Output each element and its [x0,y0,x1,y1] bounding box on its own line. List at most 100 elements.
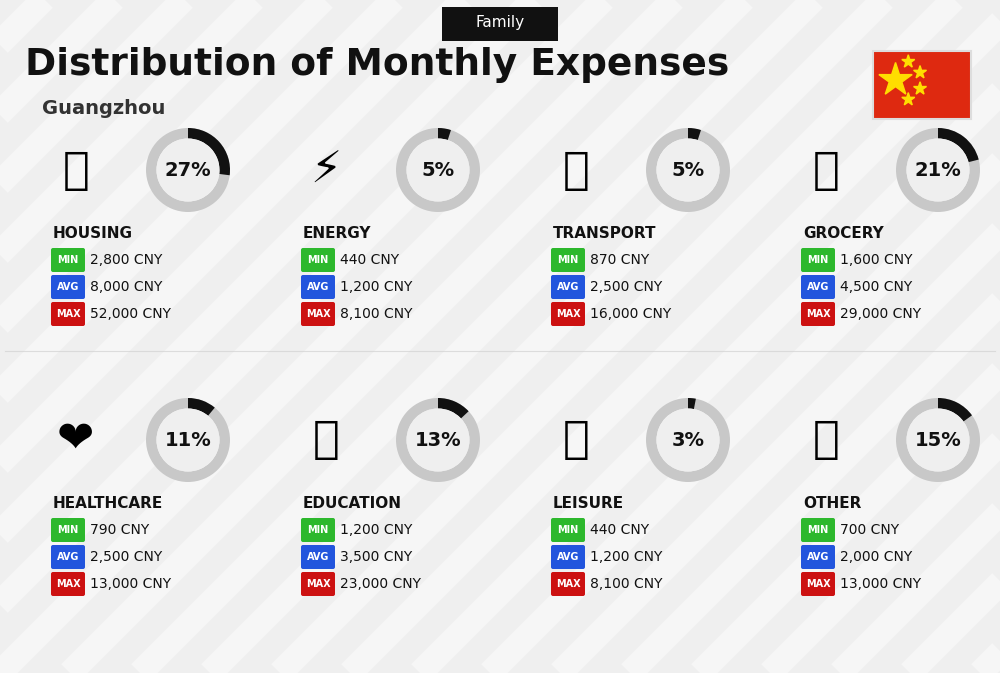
Polygon shape [902,55,915,67]
Wedge shape [438,398,469,419]
Text: 13%: 13% [415,431,461,450]
Wedge shape [646,128,730,212]
FancyBboxPatch shape [801,248,835,272]
Text: 2,800 CNY: 2,800 CNY [90,253,162,267]
Wedge shape [188,398,215,416]
FancyBboxPatch shape [551,572,585,596]
Text: 23,000 CNY: 23,000 CNY [340,577,421,591]
Text: 3,500 CNY: 3,500 CNY [340,550,412,564]
Text: AVG: AVG [807,552,829,562]
Text: EDUCATION: EDUCATION [303,496,402,511]
Text: 440 CNY: 440 CNY [590,523,649,537]
Text: HOUSING: HOUSING [53,226,133,241]
Wedge shape [896,398,980,482]
Text: MIN: MIN [807,255,829,265]
Text: 1,200 CNY: 1,200 CNY [340,523,412,537]
Text: MAX: MAX [56,309,80,319]
Text: 870 CNY: 870 CNY [590,253,649,267]
Text: 790 CNY: 790 CNY [90,523,149,537]
Text: Distribution of Monthly Expenses: Distribution of Monthly Expenses [25,47,729,83]
Circle shape [156,139,220,201]
Text: 🚌: 🚌 [563,149,589,192]
FancyBboxPatch shape [801,545,835,569]
Wedge shape [688,398,696,409]
FancyBboxPatch shape [51,545,85,569]
FancyBboxPatch shape [551,545,585,569]
Text: 13,000 CNY: 13,000 CNY [90,577,171,591]
Text: 1,200 CNY: 1,200 CNY [340,280,412,294]
Text: MAX: MAX [806,579,830,589]
Wedge shape [438,128,451,140]
Text: MIN: MIN [57,255,79,265]
Text: OTHER: OTHER [803,496,861,511]
FancyBboxPatch shape [301,545,335,569]
FancyBboxPatch shape [801,302,835,326]
FancyBboxPatch shape [51,248,85,272]
Text: 11%: 11% [165,431,211,450]
Text: MIN: MIN [807,525,829,535]
Text: ❤️: ❤️ [57,419,95,462]
FancyBboxPatch shape [442,7,558,41]
Circle shape [406,139,470,201]
Circle shape [656,409,720,472]
Text: 2,000 CNY: 2,000 CNY [840,550,912,564]
Text: TRANSPORT: TRANSPORT [553,226,656,241]
Text: 3%: 3% [672,431,704,450]
Wedge shape [396,128,480,212]
Text: AVG: AVG [557,282,579,292]
Text: MIN: MIN [307,255,329,265]
Text: MIN: MIN [307,525,329,535]
FancyBboxPatch shape [51,275,85,299]
Text: 700 CNY: 700 CNY [840,523,899,537]
Text: MAX: MAX [306,579,330,589]
Wedge shape [646,398,730,482]
Text: LEISURE: LEISURE [553,496,624,511]
Wedge shape [396,398,480,482]
Text: 🛍️: 🛍️ [563,419,589,462]
FancyBboxPatch shape [301,248,335,272]
Text: MAX: MAX [556,579,580,589]
Text: AVG: AVG [57,282,79,292]
Circle shape [906,409,970,472]
Text: MIN: MIN [557,525,579,535]
FancyBboxPatch shape [801,518,835,542]
Polygon shape [914,65,927,78]
Text: 52,000 CNY: 52,000 CNY [90,307,171,321]
Text: 15%: 15% [915,431,961,450]
Text: ⚡: ⚡ [310,149,342,192]
Circle shape [406,409,470,472]
FancyBboxPatch shape [301,302,335,326]
Text: AVG: AVG [307,282,329,292]
Text: AVG: AVG [557,552,579,562]
Wedge shape [938,398,972,421]
Text: 5%: 5% [671,160,705,180]
Text: 2,500 CNY: 2,500 CNY [590,280,662,294]
Text: 8,100 CNY: 8,100 CNY [590,577,662,591]
Text: Family: Family [475,15,525,30]
Text: 440 CNY: 440 CNY [340,253,399,267]
Text: 8,100 CNY: 8,100 CNY [340,307,412,321]
Text: MIN: MIN [57,525,79,535]
Text: 5%: 5% [421,160,455,180]
Text: 8,000 CNY: 8,000 CNY [90,280,162,294]
Wedge shape [146,398,230,482]
FancyBboxPatch shape [873,51,971,119]
FancyBboxPatch shape [301,572,335,596]
Text: 🏢: 🏢 [63,149,89,192]
Text: MAX: MAX [806,309,830,319]
Text: MAX: MAX [556,309,580,319]
Circle shape [906,139,970,201]
Text: 👛: 👛 [813,419,839,462]
FancyBboxPatch shape [51,302,85,326]
FancyBboxPatch shape [301,275,335,299]
Text: 21%: 21% [915,160,961,180]
Text: 🛒: 🛒 [813,149,839,192]
FancyBboxPatch shape [51,518,85,542]
Text: ENERGY: ENERGY [303,226,372,241]
Text: 4,500 CNY: 4,500 CNY [840,280,912,294]
FancyBboxPatch shape [801,572,835,596]
FancyBboxPatch shape [51,572,85,596]
Text: AVG: AVG [307,552,329,562]
FancyBboxPatch shape [551,518,585,542]
Polygon shape [914,82,927,94]
